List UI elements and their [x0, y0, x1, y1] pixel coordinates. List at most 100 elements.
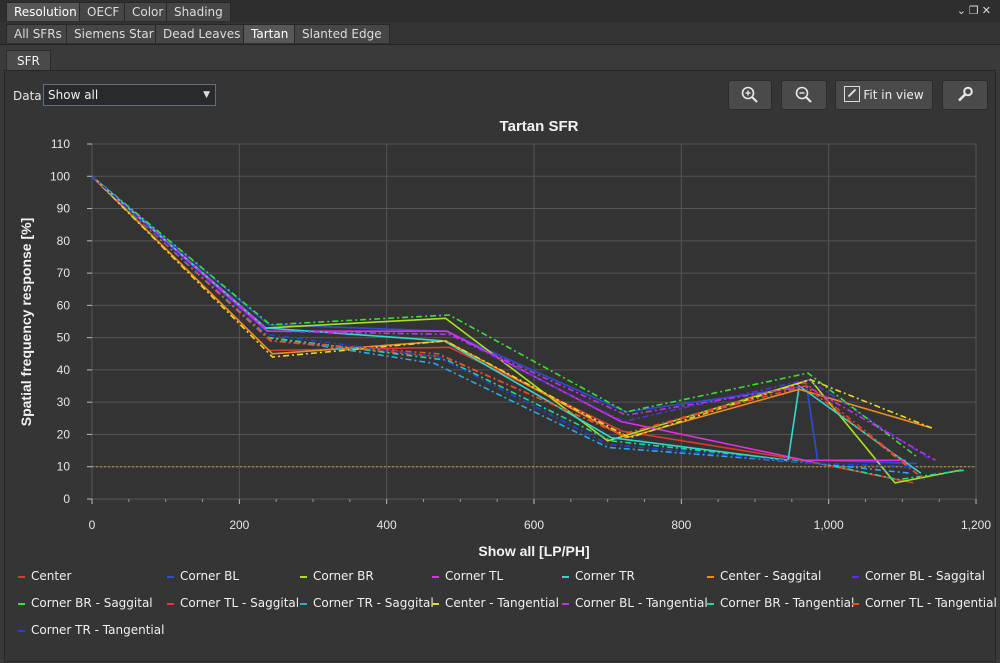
legend-swatch: [300, 602, 307, 605]
y-tick-label: 80: [57, 234, 71, 248]
legend-swatch: [18, 575, 25, 578]
legend-swatch: [852, 575, 859, 578]
legend-swatch: [852, 602, 859, 605]
tab-sfr[interactable]: SFR: [6, 50, 51, 72]
series-line: [91, 175, 906, 462]
zoom-in-button[interactable]: [728, 80, 772, 110]
series-line: [91, 175, 918, 458]
wrench-icon: [958, 86, 973, 102]
legend-item: Corner TL - Saggital: [167, 596, 299, 610]
legend-item: Corner TL - Tangential: [852, 596, 997, 610]
legend-item: Corner BR - Tangential: [707, 596, 854, 610]
legend-label: Corner BL - Saggital: [865, 569, 985, 583]
x-tick-label: 200: [229, 518, 249, 532]
tab-shading[interactable]: Shading: [166, 2, 231, 21]
chart-title: Tartan SFR: [500, 118, 579, 135]
y-tick-label: 20: [57, 427, 71, 441]
legend-swatch: [18, 602, 25, 605]
subtab-dead-leaves[interactable]: Dead Leaves: [155, 24, 249, 43]
legend-label: Corner TR: [575, 569, 635, 583]
legend-label: Corner BR: [313, 569, 374, 583]
chevron-down-icon[interactable]: ⌄: [956, 4, 969, 17]
legend-swatch: [167, 602, 174, 605]
x-tick-label: 1,200: [961, 518, 991, 532]
tab-resolution[interactable]: Resolution: [6, 2, 85, 21]
legend-swatch: [562, 602, 569, 605]
x-tick-label: 600: [524, 518, 544, 532]
close-icon[interactable]: ✕: [981, 4, 994, 17]
data-select[interactable]: Show all ▼: [43, 84, 216, 106]
legend-swatch: [562, 575, 569, 578]
data-select-value: Show all: [48, 88, 99, 102]
y-tick-label: 70: [57, 266, 71, 280]
analysis-tab-bar: Resolution OECF Color Shading ⌄❐✕: [0, 0, 1000, 23]
legend-swatch: [167, 575, 174, 578]
legend-label: Corner TL: [445, 569, 504, 583]
legend-label: Corner TL - Tangential: [865, 596, 997, 610]
y-tick-label: 90: [57, 202, 71, 216]
legend-label: Center: [31, 569, 72, 583]
legend-label: Center - Saggital: [720, 569, 822, 583]
y-tick-label: 100: [50, 169, 70, 183]
subtab-slanted-edge[interactable]: Slanted Edge: [294, 24, 390, 43]
series-line: [91, 175, 925, 481]
legend-label: Corner TR - Tangential: [31, 623, 165, 637]
legend-item: Corner BR: [300, 569, 374, 583]
x-tick-label: 1,000: [814, 518, 844, 532]
legend-swatch: [300, 575, 307, 578]
zoom-out-icon: [795, 86, 812, 103]
legend-item: Corner TL: [432, 569, 503, 583]
y-tick-label: 30: [57, 395, 71, 409]
x-axis-label: Show all [LP/PH]: [478, 543, 589, 559]
legend-item: Corner TR: [562, 569, 635, 583]
tab-color[interactable]: Color: [124, 2, 172, 21]
chart-type-tab-bar: All SFRs Siemens Star Dead Leaves Tartan…: [0, 22, 1000, 45]
window-controls: ⌄❐✕: [957, 4, 994, 17]
legend-item: Center - Tangential: [432, 596, 559, 610]
y-axis: 0 10 20 30 40 50 60 70 80 90 100 110: [50, 137, 92, 506]
legend-label: Corner TL - Saggital: [180, 596, 300, 610]
legend-label: Corner TR - Saggital: [313, 596, 434, 610]
legend-swatch: [707, 575, 714, 578]
series-line: [91, 175, 936, 461]
zoom-in-icon: [741, 86, 758, 103]
series-line: [91, 175, 933, 461]
x-axis: 0 200 400 600 800 1,000 1,200: [89, 499, 991, 532]
legend-swatch: [707, 602, 714, 605]
legend-item: Center: [18, 569, 71, 583]
legend-swatch: [432, 575, 439, 578]
legend-item: Center - Saggital: [707, 569, 821, 583]
legend-label: Corner BR - Saggital: [31, 596, 153, 610]
y-tick-label: 40: [57, 363, 71, 377]
y-tick-label: 10: [57, 460, 71, 474]
legend-label: Center - Tangential: [445, 596, 559, 610]
x-tick-label: 400: [377, 518, 397, 532]
legend-label: Corner BR - Tangential: [720, 596, 855, 610]
x-tick-label: 800: [671, 518, 691, 532]
settings-button[interactable]: [942, 80, 988, 110]
fit-in-view-button[interactable]: Fit in view: [835, 80, 933, 110]
zoom-out-button[interactable]: [781, 80, 827, 110]
y-tick-label: 50: [57, 331, 71, 345]
fit-in-view-label: Fit in view: [863, 88, 924, 102]
restore-icon[interactable]: ❐: [968, 4, 982, 17]
legend-item: Corner BL: [167, 569, 239, 583]
tab-oecf[interactable]: OECF: [79, 2, 128, 21]
legend-item: Corner BL - Tangential: [562, 596, 708, 610]
legend-swatch: [432, 602, 439, 605]
series-line: [91, 175, 933, 439]
legend-item: Corner BR - Saggital: [18, 596, 153, 610]
y-tick-label: 0: [63, 492, 70, 506]
legend-item: Corner TR - Saggital: [300, 596, 434, 610]
y-tick-label: 60: [57, 298, 71, 312]
legend-label: Corner BL: [180, 569, 240, 583]
series-line: [91, 175, 918, 468]
legend-item: Corner TR - Tangential: [18, 623, 164, 637]
series-group: [91, 175, 966, 484]
fit-icon: [844, 86, 861, 102]
subtab-tartan[interactable]: Tartan: [243, 24, 297, 43]
y-axis-label: Spatial frequency response [%]: [18, 218, 34, 427]
series-line: [91, 175, 922, 474]
x-tick-label: 0: [89, 518, 96, 532]
